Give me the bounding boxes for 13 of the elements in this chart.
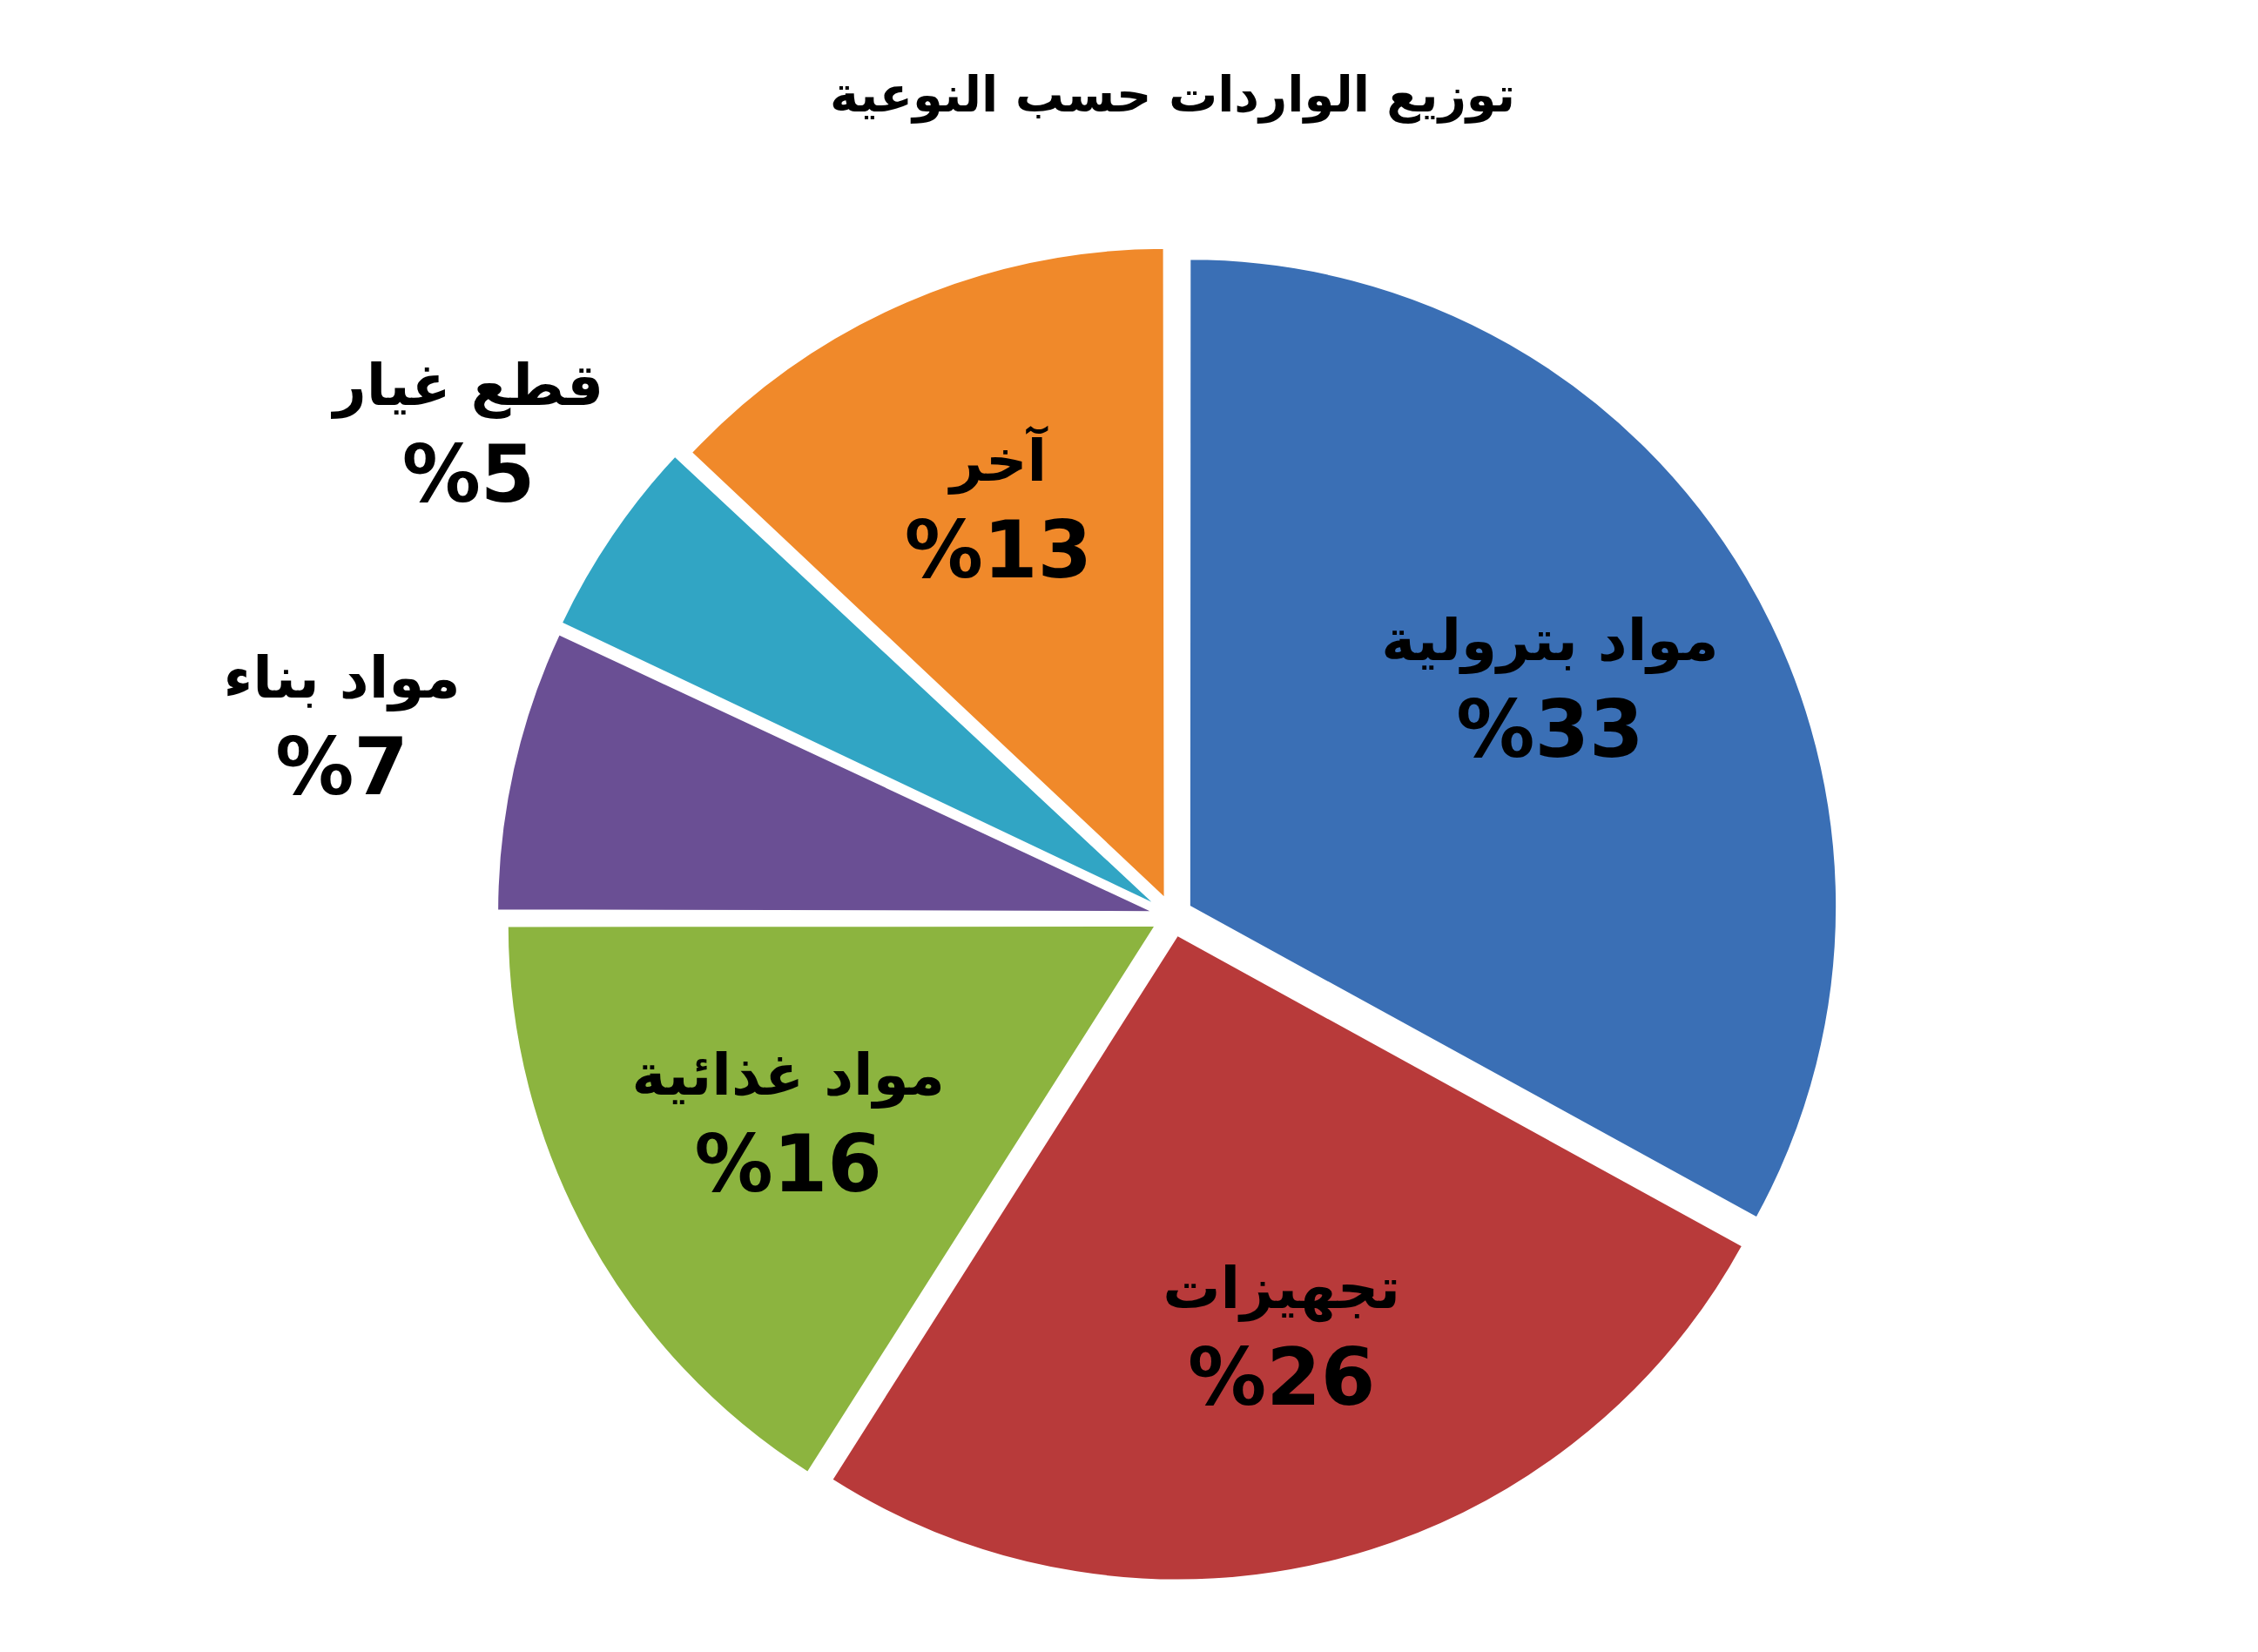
slice-label: مواد بترولية bbox=[1381, 606, 1719, 675]
chart-title: توزيع الواردات حسب النوعية bbox=[829, 66, 1516, 125]
slice-label: مواد بناء bbox=[223, 644, 461, 713]
slice-label: آخر bbox=[947, 425, 1048, 496]
slice-label: تجهيزات bbox=[1163, 1254, 1401, 1323]
data-label: %13 bbox=[904, 504, 1093, 597]
data-label: %26 bbox=[1188, 1332, 1376, 1424]
data-label: %16 bbox=[694, 1118, 882, 1210]
slice-label: قطع غيار bbox=[330, 351, 604, 419]
data-label: %5 bbox=[401, 428, 536, 521]
data-label: %33 bbox=[1456, 684, 1644, 776]
data-label: %7 bbox=[275, 721, 408, 813]
slice-label: مواد غذائية bbox=[631, 1041, 945, 1109]
